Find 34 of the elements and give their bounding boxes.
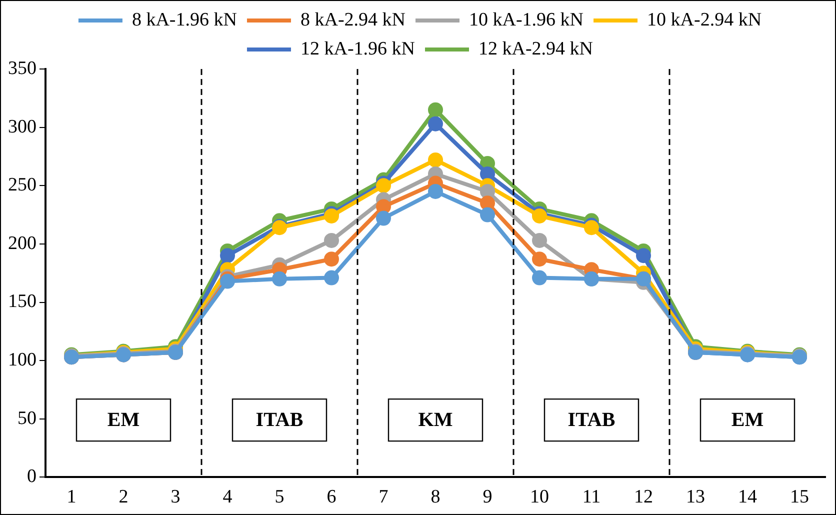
x-tick-label: 9 (482, 486, 492, 508)
x-tick-label: 10 (530, 486, 549, 508)
x-tick-label: 14 (738, 486, 758, 508)
y-tick-label: 150 (8, 291, 36, 312)
x-tick-label: 11 (582, 486, 601, 508)
x-tick-label: 12 (634, 486, 653, 508)
x-tick-label: 8 (430, 486, 440, 508)
annotation: EM (107, 409, 140, 432)
x-tick-label: 15 (790, 486, 809, 508)
x-tick-label: 7 (378, 486, 388, 508)
x-tick-label: 4 (222, 486, 233, 508)
y-tick-label: 350 (8, 58, 36, 79)
legend-label: 10 kA-1.96 kN (469, 9, 584, 30)
x-tick-label: 1 (66, 486, 76, 508)
annotation: ITAB (568, 409, 616, 432)
annotation: EM (731, 409, 764, 432)
x-tick-label: 13 (686, 486, 705, 508)
legend-label: 8 kA-1.96 kN (132, 9, 238, 30)
y-tick-label: 250 (8, 174, 36, 196)
y-tick-label: 50 (18, 408, 36, 429)
x-tick-label: 6 (326, 486, 336, 508)
x-tick-label: 2 (118, 486, 128, 508)
legend-label: 12 kA-1.96 kN (300, 38, 416, 60)
annotation: KM (418, 409, 453, 432)
y-tick-label: 100 (8, 350, 36, 371)
y-tick-label: 300 (8, 116, 36, 138)
legend-label: 12 kA-2.94 kN (478, 38, 594, 60)
y-tick-label: 200 (8, 232, 36, 254)
legend-label: 8 kA-2.94 kN (300, 9, 406, 30)
x-tick-label: 5 (274, 486, 284, 508)
x-tick-label: 3 (170, 486, 180, 508)
annotation: ITAB (256, 409, 304, 432)
legend-label: 10 kA-2.94 kN (647, 9, 762, 30)
y-tick-label: 0 (27, 466, 36, 488)
